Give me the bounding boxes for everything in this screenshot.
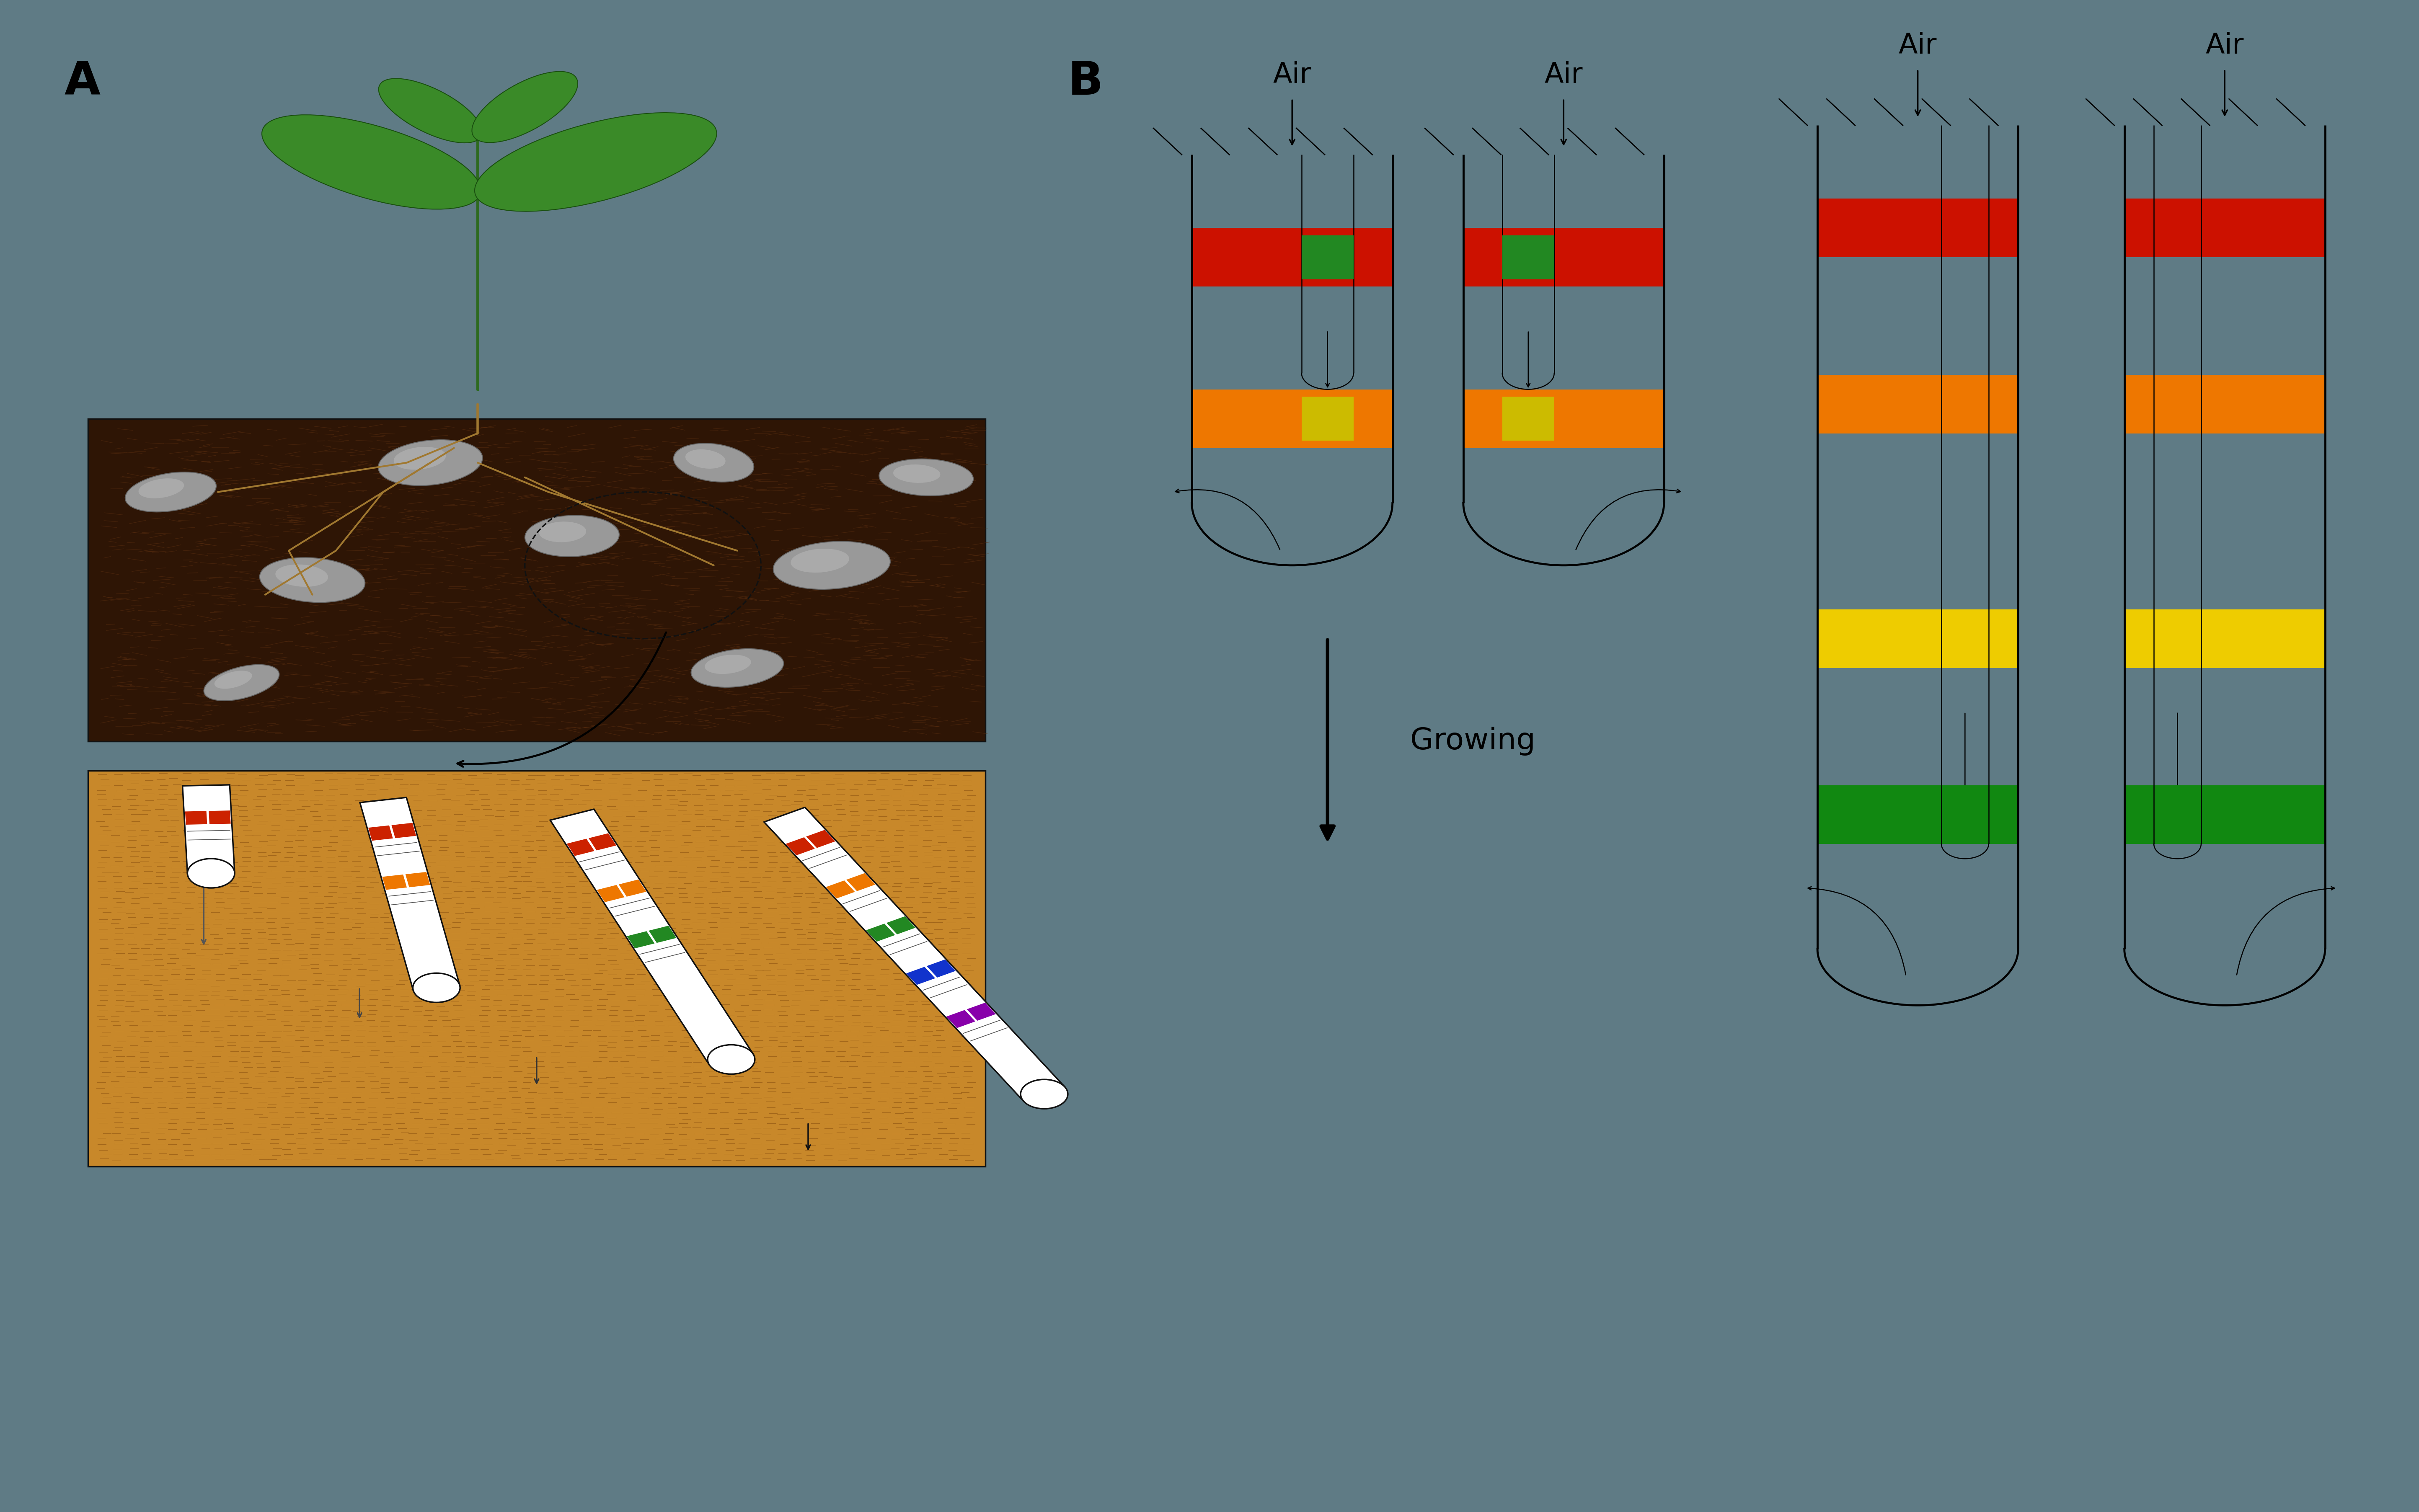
Ellipse shape	[126, 472, 215, 513]
Bar	[1502, 236, 1553, 280]
Polygon shape	[885, 916, 914, 934]
Ellipse shape	[259, 558, 365, 602]
Polygon shape	[764, 807, 1064, 1101]
Polygon shape	[946, 1010, 975, 1028]
Polygon shape	[566, 839, 595, 856]
Ellipse shape	[394, 448, 445, 470]
Polygon shape	[549, 809, 752, 1064]
Ellipse shape	[539, 522, 585, 543]
Bar	[2124, 198, 2325, 257]
Bar	[1817, 609, 2017, 668]
Ellipse shape	[472, 71, 578, 142]
Bar	[1502, 396, 1553, 440]
Polygon shape	[597, 885, 624, 903]
Polygon shape	[406, 872, 431, 888]
Polygon shape	[825, 880, 854, 898]
Circle shape	[186, 859, 235, 888]
Polygon shape	[866, 924, 895, 942]
Ellipse shape	[377, 440, 481, 485]
Text: Air: Air	[2206, 32, 2245, 59]
Ellipse shape	[380, 79, 481, 142]
Polygon shape	[627, 931, 656, 948]
Bar	[2124, 785, 2325, 844]
Text: Air: Air	[1543, 60, 1582, 89]
Ellipse shape	[774, 541, 890, 590]
Ellipse shape	[893, 464, 941, 482]
Ellipse shape	[685, 449, 726, 469]
Text: Air: Air	[1899, 32, 1938, 59]
Polygon shape	[907, 966, 936, 984]
Text: Air: Air	[1272, 60, 1311, 89]
Text: B: B	[1067, 59, 1103, 104]
Polygon shape	[926, 960, 956, 978]
Ellipse shape	[672, 443, 755, 482]
Bar	[1463, 228, 1664, 287]
Bar	[1817, 785, 2017, 844]
Ellipse shape	[692, 649, 784, 688]
Bar	[1463, 389, 1664, 448]
Circle shape	[709, 1045, 755, 1074]
Bar	[2124, 375, 2325, 434]
Ellipse shape	[474, 113, 716, 212]
Polygon shape	[382, 874, 406, 889]
Ellipse shape	[203, 665, 278, 700]
Polygon shape	[392, 823, 416, 838]
Bar	[1301, 396, 1355, 440]
Polygon shape	[368, 826, 392, 841]
Bar	[87, 771, 985, 1167]
Polygon shape	[648, 925, 677, 943]
Polygon shape	[619, 880, 646, 897]
Polygon shape	[208, 810, 230, 824]
Ellipse shape	[261, 115, 481, 209]
Bar	[1817, 375, 2017, 434]
Ellipse shape	[525, 516, 619, 556]
Ellipse shape	[704, 655, 750, 674]
Ellipse shape	[276, 564, 329, 587]
Bar	[1193, 228, 1391, 287]
Polygon shape	[181, 785, 235, 874]
Bar	[1301, 236, 1355, 280]
Ellipse shape	[878, 460, 972, 496]
Bar	[1817, 198, 2017, 257]
Text: Growing: Growing	[1410, 727, 1536, 756]
Polygon shape	[786, 838, 815, 856]
Ellipse shape	[215, 671, 252, 689]
Bar	[2124, 609, 2325, 668]
Circle shape	[414, 974, 460, 1002]
Polygon shape	[806, 830, 835, 848]
Polygon shape	[186, 810, 208, 824]
Bar	[1193, 389, 1391, 448]
Bar	[87, 419, 985, 741]
Polygon shape	[847, 872, 876, 891]
Polygon shape	[360, 797, 460, 990]
Text: A: A	[65, 59, 102, 104]
Polygon shape	[588, 833, 617, 850]
Ellipse shape	[138, 478, 184, 499]
Polygon shape	[968, 1002, 997, 1021]
Circle shape	[1021, 1080, 1067, 1108]
Ellipse shape	[791, 549, 849, 573]
